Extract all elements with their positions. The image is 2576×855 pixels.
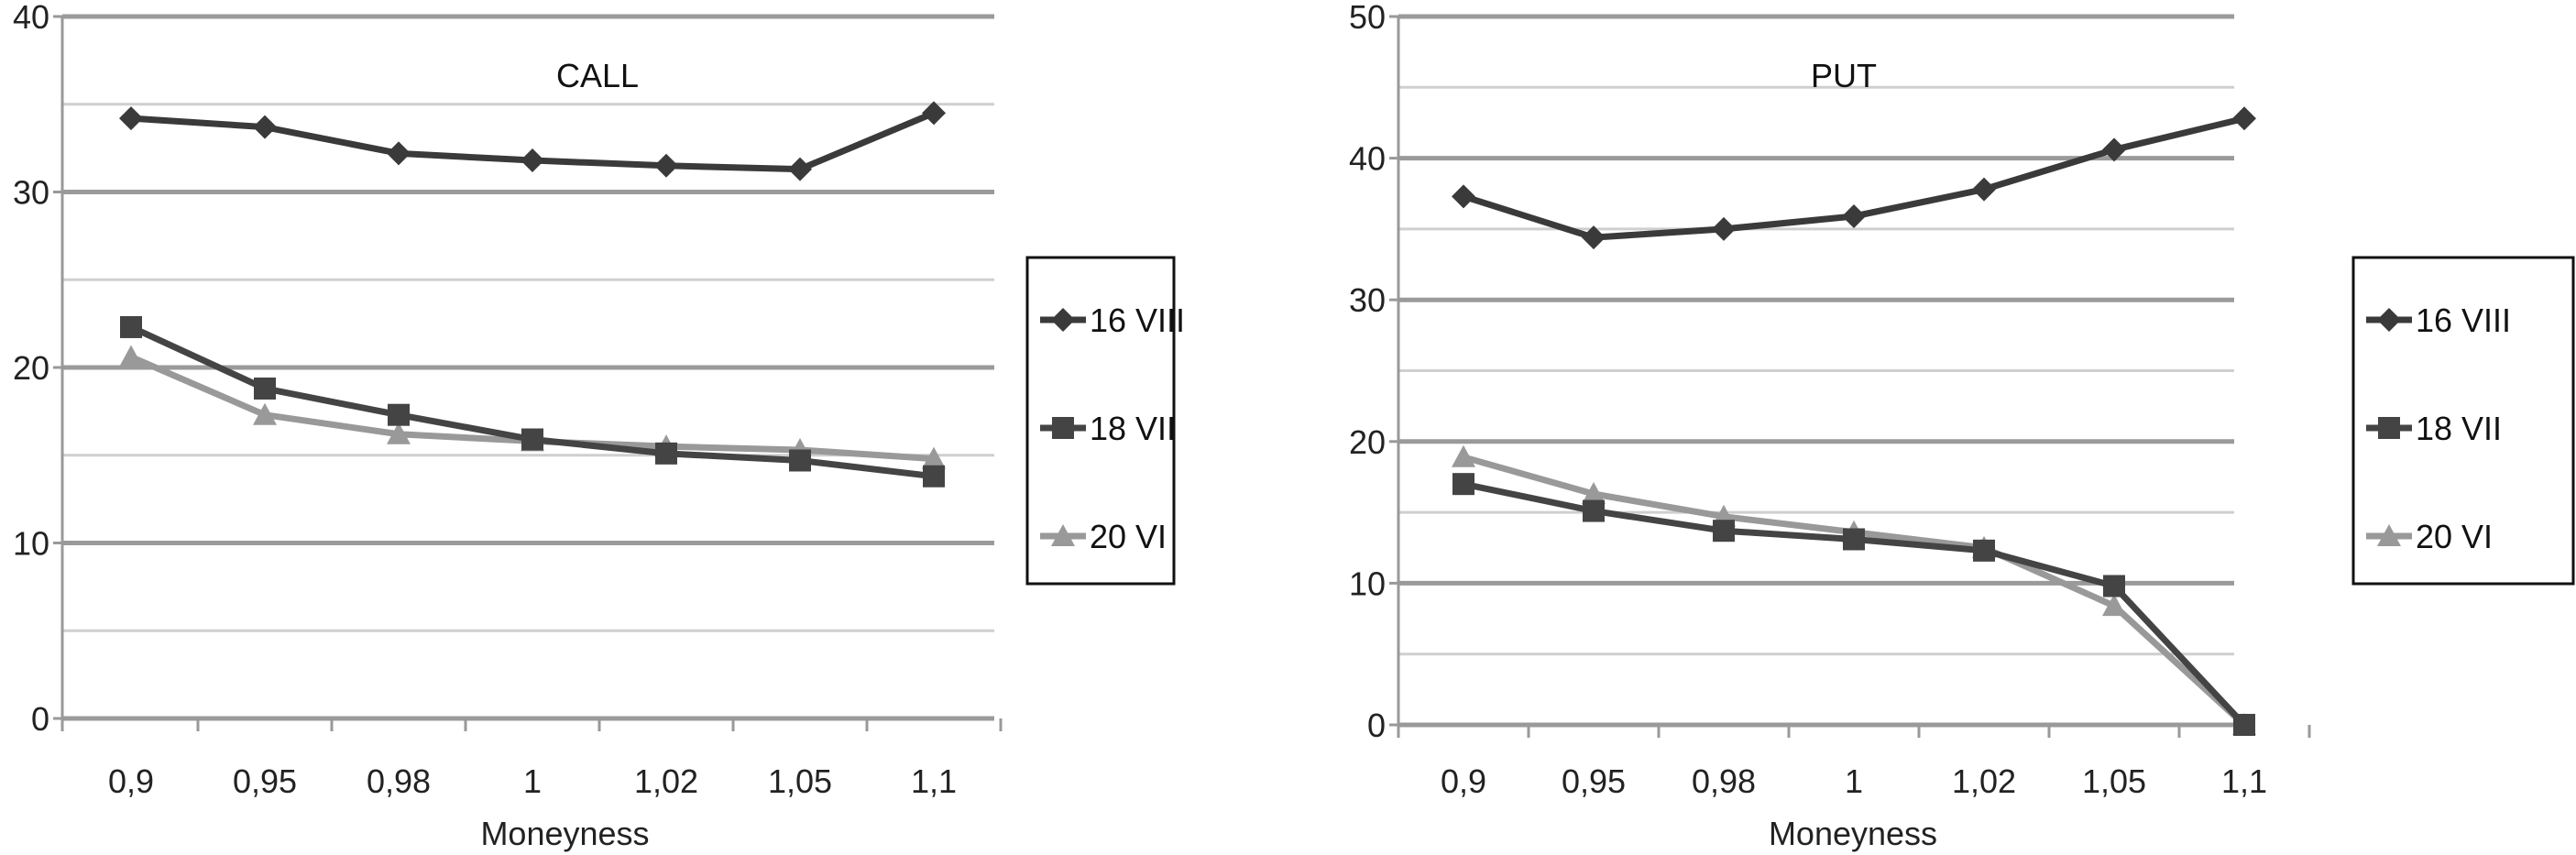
data-point: [521, 428, 543, 451]
data-point: [922, 101, 946, 126]
legend-label: 16 VIII: [1090, 301, 1185, 339]
data-point: [1582, 482, 1606, 505]
y-tick-label: 0: [31, 700, 49, 738]
data-point: [2102, 594, 2126, 617]
data-point: [1452, 184, 1475, 209]
data-point: [253, 402, 277, 425]
data-point: [254, 377, 276, 400]
legend-marker: [1052, 417, 1074, 439]
legend-marker: [1051, 308, 1075, 332]
chart-title: PUT: [1811, 57, 1877, 94]
data-point: [387, 422, 411, 444]
x-tick-label: 0,95: [1562, 762, 1626, 800]
legend-marker: [1051, 524, 1075, 546]
x-tick-label: 0,95: [233, 762, 297, 800]
legend: 16 VIII 18 VII 20 VI: [2351, 256, 2575, 586]
data-point: [654, 153, 678, 178]
x-tick-label: 1,1: [2221, 762, 2267, 800]
data-point: [1582, 225, 1606, 250]
x-axis-label: Moneyness: [480, 815, 649, 852]
x-tick-label: 0,9: [1441, 762, 1486, 800]
legend: 16 VIII 18 VII 20 VI: [1025, 256, 1185, 586]
data-point: [655, 442, 677, 465]
x-tick-label: 1: [1845, 762, 1863, 800]
data-point: [923, 465, 945, 488]
legend-label: 20 VI: [2416, 518, 2493, 555]
x-tick-label: 1,05: [768, 762, 832, 800]
data-point: [119, 106, 143, 131]
x-axis-label: Moneyness: [1769, 815, 1937, 852]
legend-box: [1025, 256, 1176, 586]
y-tick-label: 0: [1367, 707, 1386, 744]
chart-title: CALL: [556, 57, 639, 94]
data-point: [1972, 177, 1996, 202]
data-point: [388, 403, 410, 426]
data-point: [1713, 520, 1735, 543]
data-point: [2102, 137, 2126, 162]
y-tick-label: 40: [13, 0, 49, 36]
series-18-vii: [1452, 473, 2255, 736]
y-tick-label: 40: [1349, 140, 1386, 178]
y-tick-label: 30: [13, 174, 49, 212]
x-tick-label: 0,98: [1692, 762, 1756, 800]
data-point: [119, 345, 143, 367]
data-point: [922, 446, 946, 469]
x-tick-label: 1,1: [911, 762, 957, 800]
data-point: [789, 449, 811, 472]
data-point: [253, 115, 277, 139]
data-point: [1452, 444, 1475, 467]
y-tick-label: 50: [1349, 0, 1386, 36]
chart-call: 0 10 20 30 40 0,9 0,95 0,98 1 1,02 1,05 1,1 Moneynes…: [13, 0, 1185, 852]
series-16-viii: [1452, 106, 2256, 250]
data-point: [120, 315, 142, 338]
x-tick-label: 0,9: [108, 762, 154, 800]
x-tick-label: 1: [523, 762, 542, 800]
x-tick-label: 1,02: [1952, 762, 2016, 800]
legend-label: 20 VI: [1090, 518, 1167, 555]
data-point: [387, 141, 411, 166]
x-tick-label: 0,98: [367, 762, 431, 800]
data-point: [1843, 528, 1865, 551]
y-tick-label: 30: [1349, 281, 1386, 319]
y-tick-label: 10: [1349, 565, 1386, 602]
data-point: [1712, 216, 1736, 241]
x-tick-label: 1,05: [2082, 762, 2146, 800]
legend-label: 18 VII: [2416, 410, 2502, 447]
series-16-viii: [119, 101, 946, 181]
legend-label: 18 VII: [1090, 410, 1176, 447]
data-point: [521, 148, 544, 173]
data-point: [1452, 473, 1474, 496]
data-point: [2233, 714, 2255, 736]
series-20-vi: [1452, 444, 2256, 735]
data-point: [1973, 539, 1995, 562]
legend-marker: [2378, 417, 2400, 439]
y-tick-label: 20: [1349, 423, 1386, 461]
data-point: [1583, 499, 1605, 522]
data-point: [788, 157, 812, 181]
series-line: [1463, 454, 2247, 728]
series-18-vii: [120, 315, 945, 488]
legend-label: 16 VIII: [2416, 301, 2511, 339]
series-line: [1463, 480, 2247, 728]
legend-marker: [2377, 524, 2401, 546]
data-point: [2103, 575, 2125, 597]
y-tick-label: 20: [13, 349, 49, 387]
legend-marker: [2377, 308, 2401, 332]
y-tick-label: 10: [13, 525, 49, 563]
chart-put: 0 10 20 30 40 50 0,9 0,95 0,98 1 1,02 1,05 1,1 Moneyn…: [1349, 0, 2575, 852]
data-point: [1842, 203, 1866, 228]
data-point: [2232, 106, 2256, 131]
x-tick-label: 1,02: [634, 762, 698, 800]
